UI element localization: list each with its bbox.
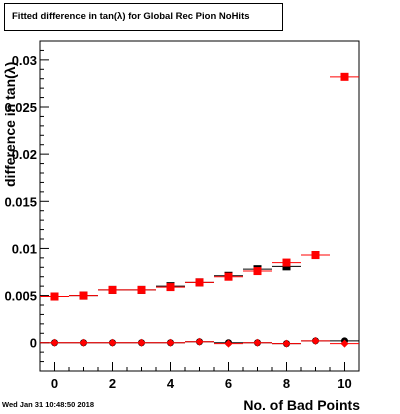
data-point: [330, 72, 359, 81]
y-tick-label: 0.01: [12, 241, 37, 256]
y-axis-label: difference in tan(λ): [2, 61, 18, 187]
data-point: [330, 339, 359, 348]
y-tick-label: 0.03: [12, 53, 37, 68]
tick-labels: 0 2 4 6 8 10 0 0.005 0.01 0.015 0.02 0.025 0.03: [4, 53, 351, 391]
axis-ticks: [40, 40, 345, 372]
data-point: [185, 278, 214, 287]
data-point: [156, 338, 185, 347]
data-point: [301, 336, 330, 345]
x-tick-label: 4: [167, 376, 175, 391]
data-point: [243, 267, 272, 276]
data-point: [156, 283, 185, 292]
data-point: [98, 285, 127, 294]
x-tick-label: 10: [337, 376, 351, 391]
timestamp: Wed Jan 31 10:48:50 2018: [2, 400, 95, 409]
data-point: [69, 338, 98, 347]
x-axis-label: No. of Bad Points: [243, 397, 360, 413]
data-point: [272, 258, 301, 267]
axes-frame: [39, 40, 360, 372]
y-tick-label: 0.02: [12, 147, 37, 162]
data-point: [127, 338, 156, 347]
data-point: [69, 291, 98, 300]
y-tick-label: 0.025: [4, 100, 37, 115]
data-point: [127, 285, 156, 294]
data-point: [214, 272, 243, 281]
data-point: [301, 251, 330, 260]
data-point: [214, 339, 243, 348]
x-tick-label: 8: [283, 376, 290, 391]
x-tick-label: 6: [225, 376, 232, 391]
data-point: [98, 338, 127, 347]
data-marks: [40, 72, 359, 348]
data-point: [272, 339, 301, 348]
y-tick-label: 0: [30, 336, 37, 351]
data-point: [243, 338, 272, 347]
data-point: [185, 337, 214, 346]
x-tick-label: 0: [51, 376, 58, 391]
data-point: [40, 338, 69, 347]
x-tick-label: 2: [109, 376, 116, 391]
y-tick-label: 0.005: [4, 289, 37, 304]
data-point: [40, 292, 69, 301]
chart-title-box: Fitted difference in tan(λ) for Global R…: [4, 3, 283, 31]
chart-title: Fitted difference in tan(λ) for Global R…: [12, 11, 250, 22]
y-tick-label: 0.015: [4, 194, 37, 209]
